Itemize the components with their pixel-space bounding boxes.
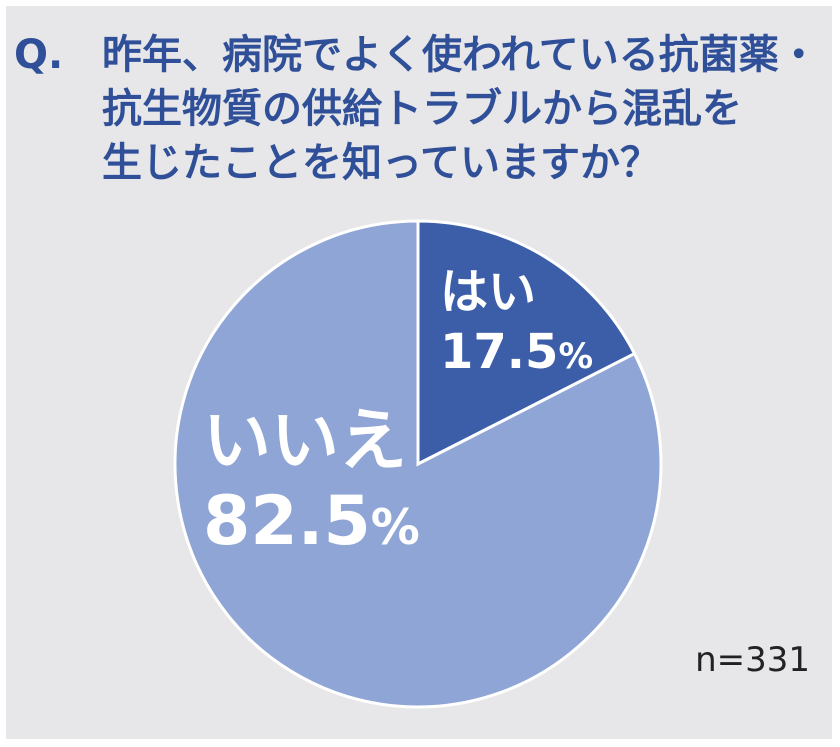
question-text: 昨年、病院でよく使われている抗菌薬・ 抗生物質の供給トラブルから混乱を 生じたこ… — [102, 28, 819, 190]
question-line-3: 生じたことを知っていますか？ — [102, 140, 660, 186]
slice-label-yes-name: はい — [440, 264, 537, 320]
slice-label-yes-percent: % — [558, 337, 594, 377]
pie-slice-yes — [416, 219, 637, 467]
slice-label-yes-value: 17.5% — [440, 322, 593, 387]
question-line-1: 昨年、病院でよく使われている抗菌薬・ — [102, 32, 819, 78]
slice-label-yes: はい 17.5% — [440, 262, 593, 387]
slice-label-no-percent: % — [370, 499, 420, 556]
slice-label-no-name: いいえ — [203, 402, 408, 481]
slice-label-no: いいえ 82.5% — [203, 402, 420, 568]
slice-label-no-number: 82.5 — [203, 482, 371, 561]
question-line-2: 抗生物質の供給トラブルから混乱を — [102, 86, 742, 132]
slice-label-yes-number: 17.5 — [440, 324, 559, 380]
question-title: Q. 昨年、病院でよく使われている抗菌薬・ 抗生物質の供給トラブルから混乱を 生… — [14, 28, 819, 190]
question-prefix: Q. — [14, 32, 64, 78]
slice-label-no-value: 82.5% — [203, 482, 420, 568]
sample-size: n=331 — [695, 640, 810, 680]
pie-slice-no — [173, 219, 663, 709]
